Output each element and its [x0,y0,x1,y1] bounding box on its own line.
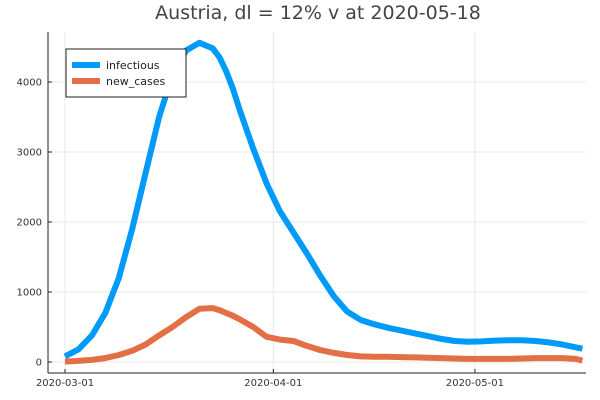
y-tick-label-4: 4000 [17,78,42,89]
grid-lines [48,32,586,373]
legend: infectious new_cases [65,48,187,98]
legend-box [65,48,187,98]
legend-label-infectious: infectious [106,59,160,72]
y-tick-label-1: 1000 [17,288,42,299]
legend-label-new_cases: new_cases [106,75,166,88]
series-line-new_cases [64,305,584,365]
x-tick-label-1: 2020-04-01 [244,378,302,389]
series-group [63,39,584,365]
y-tick-label-2: 2000 [17,218,42,229]
series-line-infectious [63,39,584,360]
x-axis-ticks: 2020-03-01 2020-04-01 2020-05-01 [36,369,504,389]
x-tick-label-0: 2020-03-01 [36,378,94,389]
axes [47,32,586,374]
y-tick-label-3: 3000 [17,148,42,159]
chart-title: Austria, dl = 12% v at 2020-05-18 [155,2,481,24]
y-tick-label-0: 0 [36,358,42,369]
y-axis-ticks: 0 1000 2000 3000 4000 [17,78,52,369]
x-tick-label-2: 2020-05-01 [446,378,504,389]
